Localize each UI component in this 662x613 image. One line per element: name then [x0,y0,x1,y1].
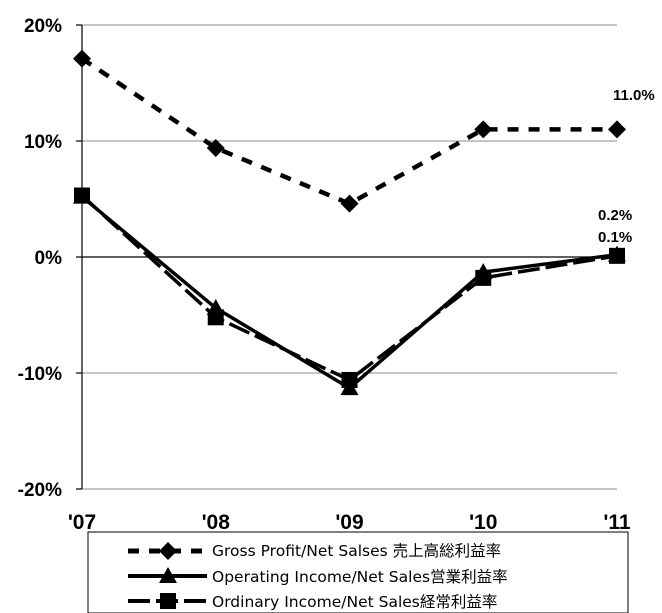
data-label-gross-2011: 11.0% [613,87,655,104]
marker-operating-income [206,299,225,316]
y-tick-labels: 20% 10% 0% -10% -20% [18,16,82,501]
marker-operating-income [340,379,359,396]
legend-label-operating-income: Operating Income/Net Sales営業利益率 [212,568,508,586]
y-tick-label: -10% [18,364,62,385]
legend-marker-operating-income [159,567,177,583]
legend-marker-gross-profit [159,542,177,560]
x-tick-labels: '07 '08 '09 '10 '11 [68,511,631,534]
x-tick-label: '11 [603,511,631,534]
data-label-ordinary-2011: 0.1% [598,229,632,246]
marker-gross-profit [608,120,626,139]
legend-label-gross-profit: Gross Profit/Net Salses 売上高総利益率 [212,542,501,560]
x-tick-label: '10 [469,511,497,534]
y-tick-label: 20% [24,16,62,37]
y-tick-label: -20% [18,480,62,501]
series-line-ordinary-income [80,194,618,382]
series-lines [80,56,618,390]
series-line-gross-profit [80,56,617,206]
y-tick-label: 10% [24,132,62,153]
marker-gross-profit [73,49,91,68]
data-label-operating-2011: 0.2% [598,207,632,224]
y-tick-label: 0% [35,248,63,269]
marker-operating-income [474,263,493,280]
legend: Gross Profit/Net Salses 売上高総利益率 Operatin… [87,531,629,613]
legend-samples [128,542,207,609]
marker-gross-profit [474,120,493,139]
legend-marker-ordinary-income [160,593,176,609]
series-markers [73,49,626,396]
marker-gross-profit [340,194,359,213]
data-labels: 11.0% 0.2% 0.1% [598,87,655,246]
marker-gross-profit [206,138,225,157]
series-line-operating-income [80,195,618,390]
marker-operating-income [73,187,91,204]
marker-operating-income [608,245,626,262]
legend-label-ordinary-income: Ordinary Income/Net Sales経常利益率 [212,593,497,611]
x-tick-label: '09 [335,511,363,534]
x-tick-label: '07 [68,511,96,534]
x-tick-label: '08 [202,511,231,534]
